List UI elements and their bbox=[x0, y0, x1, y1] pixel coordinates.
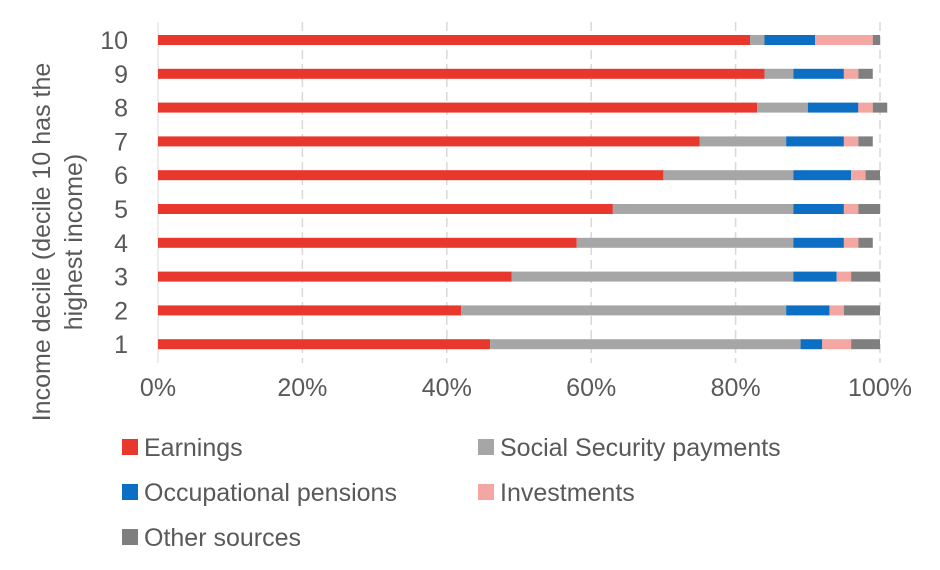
y-tick-label: 4 bbox=[114, 230, 128, 258]
bar-segment-occupational-pensions bbox=[786, 305, 830, 316]
bars bbox=[158, 35, 888, 350]
bar-segment-other-sources bbox=[872, 35, 880, 45]
bar-segment-social-security-payments bbox=[757, 102, 808, 113]
bar-segment-occupational-pensions bbox=[800, 339, 823, 350]
bar-segment-investments bbox=[822, 339, 852, 350]
bar-segment-earnings bbox=[158, 68, 765, 79]
bar-segment-social-security-payments bbox=[750, 35, 765, 45]
bar-segment-other-sources bbox=[858, 136, 873, 147]
bar-segment-investments bbox=[836, 271, 852, 282]
bar-segment-social-security-payments bbox=[490, 339, 801, 350]
bar-segment-occupational-pensions bbox=[786, 136, 844, 147]
legend-label: Occupational pensions bbox=[144, 479, 397, 507]
y-tick-label: 3 bbox=[114, 264, 128, 292]
bar-segment-social-security-payments bbox=[663, 170, 794, 181]
bar-segment-other-sources bbox=[851, 339, 880, 350]
bar-segment-earnings bbox=[158, 170, 664, 181]
legend-label: Earnings bbox=[144, 434, 243, 462]
bar-segment-occupational-pensions bbox=[793, 170, 852, 181]
y-tick-label: 1 bbox=[114, 331, 128, 359]
bar-segment-social-security-payments bbox=[576, 237, 794, 248]
y-tick-label: 2 bbox=[114, 297, 128, 325]
bar-segment-occupational-pensions bbox=[793, 68, 844, 79]
x-tick-label: 60% bbox=[566, 374, 616, 402]
bar-segment-occupational-pensions bbox=[793, 237, 844, 248]
bar-segment-investments bbox=[815, 35, 873, 45]
bar-segment-investments bbox=[843, 136, 859, 147]
legend-swatch bbox=[122, 439, 138, 455]
bar-segment-other-sources bbox=[858, 204, 880, 214]
bar-segment-investments bbox=[851, 170, 866, 181]
bar-segment-investments bbox=[843, 237, 859, 248]
bar-segment-investments bbox=[843, 68, 859, 79]
legend-swatch bbox=[478, 439, 494, 455]
bar-segment-social-security-payments bbox=[461, 305, 787, 316]
x-tick-labels: 0% 20% 40% 60% 80% 100% bbox=[140, 374, 912, 402]
bar-segment-earnings bbox=[158, 339, 491, 350]
bar-segment-investments bbox=[843, 204, 859, 214]
bar-segment-occupational-pensions bbox=[807, 102, 859, 113]
bar-segment-other-sources bbox=[865, 170, 880, 181]
bar-segment-other-sources bbox=[858, 237, 873, 248]
bar-segment-earnings bbox=[158, 204, 613, 214]
bar-segment-occupational-pensions bbox=[793, 204, 844, 214]
bar-segment-earnings bbox=[158, 102, 758, 113]
bar-segment-earnings bbox=[158, 35, 751, 45]
x-tick-label: 100% bbox=[848, 374, 912, 402]
bar-segment-earnings bbox=[158, 237, 577, 248]
bar-segment-investments bbox=[858, 102, 873, 113]
bar-segment-social-security-payments bbox=[699, 136, 787, 147]
y-tick-labels: 10 9 8 7 6 5 4 3 2 1 bbox=[100, 27, 128, 359]
x-tick-label: 20% bbox=[277, 374, 327, 402]
y-tick-label: 6 bbox=[114, 162, 128, 190]
bar-segment-other-sources bbox=[843, 305, 880, 316]
legend-swatch bbox=[122, 484, 138, 500]
legend-label: Social Security payments bbox=[500, 434, 781, 462]
bar-segment-other-sources bbox=[872, 102, 888, 113]
bar-segment-occupational-pensions bbox=[793, 271, 837, 282]
x-tick-label: 0% bbox=[140, 374, 176, 402]
y-axis-title-line-2: highest income) bbox=[60, 154, 88, 330]
bar-segment-occupational-pensions bbox=[764, 35, 816, 45]
legend-label: Other sources bbox=[144, 524, 301, 552]
bar-segment-social-security-payments bbox=[511, 271, 794, 282]
y-tick-label: 7 bbox=[114, 128, 128, 156]
x-tick-label: 40% bbox=[422, 374, 472, 402]
y-tick-label: 8 bbox=[114, 95, 128, 123]
y-axis-title-line-1: Income decile (decile 10 has the bbox=[28, 63, 56, 422]
legend-label: Investments bbox=[500, 479, 635, 507]
bar-segment-other-sources bbox=[858, 68, 873, 79]
bar-segment-social-security-payments bbox=[764, 68, 794, 79]
bar-segment-earnings bbox=[158, 271, 512, 282]
bar-segment-earnings bbox=[158, 305, 462, 316]
x-tick-label: 80% bbox=[711, 374, 761, 402]
y-tick-label: 10 bbox=[100, 27, 128, 55]
legend: Earnings Social Security payments Occupati… bbox=[122, 434, 781, 552]
y-tick-label: 9 bbox=[114, 61, 128, 89]
bar-segment-other-sources bbox=[851, 271, 880, 282]
bar-segment-earnings bbox=[158, 136, 700, 147]
legend-swatch bbox=[122, 529, 138, 545]
bar-segment-social-security-payments bbox=[612, 204, 794, 214]
y-tick-label: 5 bbox=[114, 196, 128, 224]
bar-segment-investments bbox=[829, 305, 844, 316]
legend-swatch bbox=[478, 484, 494, 500]
